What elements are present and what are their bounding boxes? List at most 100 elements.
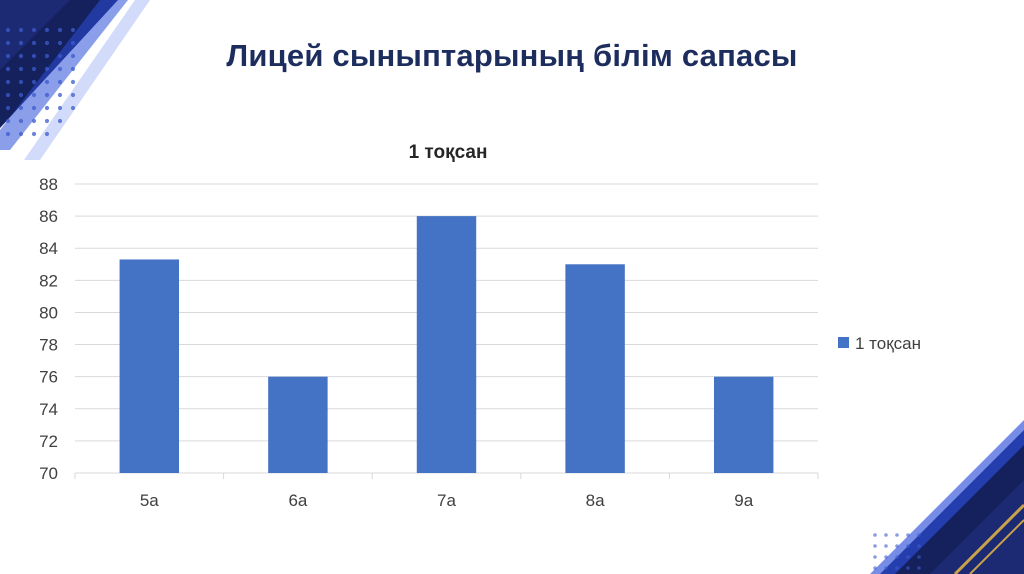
decoration-dot: [884, 533, 888, 537]
decoration-dot: [18, 53, 24, 59]
decoration-dot: [31, 40, 37, 46]
decoration-dot: [873, 555, 877, 559]
decoration-dot: [31, 27, 37, 33]
bar-6а: [268, 376, 328, 473]
legend: 1 тоқсан: [838, 334, 921, 353]
bar-8а: [565, 264, 625, 473]
slide-title: Лицей сыныптарының білім сапасы: [226, 38, 798, 73]
decoration-dot: [895, 566, 899, 570]
y-tick-label: 72: [39, 432, 58, 451]
decoration-dot: [70, 27, 76, 33]
decoration-dot: [18, 118, 24, 124]
decoration-dot: [57, 66, 63, 72]
decoration-dot: [18, 105, 24, 111]
decoration-dot: [5, 118, 11, 124]
decoration-dot: [917, 533, 921, 537]
decoration-dot: [917, 555, 921, 559]
decoration-dot: [57, 118, 63, 124]
y-tick-label: 82: [39, 271, 58, 290]
decoration-dot: [70, 105, 76, 111]
y-tick-label: 88: [39, 175, 58, 194]
decoration-dot: [18, 131, 24, 137]
decoration-dot: [873, 566, 877, 570]
x-tick-label: 5а: [140, 491, 159, 510]
y-tick-label: 84: [39, 239, 58, 258]
decoration-dot: [5, 66, 11, 72]
y-tick-label: 86: [39, 207, 58, 226]
decoration-dot: [44, 131, 50, 137]
legend-swatch: [838, 337, 849, 348]
decoration-dot: [895, 533, 899, 537]
decoration-dot: [18, 92, 24, 98]
decoration-dot: [5, 92, 11, 98]
decoration-dot: [31, 53, 37, 59]
decoration-dot: [5, 27, 11, 33]
x-tick-label: 7а: [437, 491, 456, 510]
decoration-dot: [884, 544, 888, 548]
decoration-dot: [57, 79, 63, 85]
y-tick-label: 74: [39, 400, 58, 419]
decoration-dot: [70, 53, 76, 59]
decoration-dot: [917, 566, 921, 570]
bars: [119, 216, 774, 473]
decoration-dot: [18, 40, 24, 46]
decoration-dot: [70, 79, 76, 85]
decoration-dot: [895, 555, 899, 559]
decoration-dot: [873, 544, 877, 548]
decoration-dot: [906, 566, 910, 570]
decoration-dot: [906, 544, 910, 548]
y-tick-label: 70: [39, 464, 58, 483]
decoration-dot: [31, 105, 37, 111]
decoration-dot: [44, 92, 50, 98]
decoration-dot: [917, 544, 921, 548]
decoration-dot: [5, 53, 11, 59]
decoration-dot: [57, 105, 63, 111]
bar-5а: [119, 259, 180, 473]
decoration-dot: [873, 533, 877, 537]
decoration-dot: [18, 66, 24, 72]
decoration-dot: [31, 66, 37, 72]
y-tick-label: 78: [39, 336, 58, 355]
x-tick-label: 8а: [586, 491, 605, 510]
bottom-right-decoration: [870, 420, 1024, 574]
decoration-dot: [31, 79, 37, 85]
x-axis-ticks: 5а 6а 7а 8а 9а: [74, 473, 819, 510]
decoration-dot: [44, 66, 50, 72]
top-left-decoration: [0, 0, 150, 160]
decoration-dot: [895, 544, 899, 548]
decoration-dot: [44, 40, 50, 46]
decoration-dot: [44, 53, 50, 59]
decoration-dot: [57, 40, 63, 46]
decoration-dot: [5, 79, 11, 85]
decoration-dot: [70, 66, 76, 72]
decoration-dot: [5, 105, 11, 111]
x-tick-label: 9а: [734, 491, 753, 510]
decoration-dot: [44, 118, 50, 124]
decoration-dot: [906, 533, 910, 537]
bar-9а: [713, 376, 774, 473]
bar-7а: [416, 216, 477, 473]
decoration-dot: [5, 40, 11, 46]
decoration-dot: [44, 27, 50, 33]
decoration-dot: [44, 105, 50, 111]
decoration-dot: [906, 555, 910, 559]
gridlines: [75, 183, 818, 474]
decoration-dot: [57, 53, 63, 59]
decoration-dot: [70, 92, 76, 98]
decoration-dot: [884, 566, 888, 570]
legend-label: 1 тоқсан: [855, 334, 921, 353]
y-tick-label: 80: [39, 303, 58, 322]
decoration-dot: [31, 131, 37, 137]
decoration-dot: [18, 27, 24, 33]
decoration-dot: [44, 79, 50, 85]
decoration-dot: [57, 27, 63, 33]
decoration-dot: [31, 92, 37, 98]
y-axis-ticks: 70 72 74 76 78 80 82 84 86 88: [39, 175, 58, 483]
decoration-dot: [884, 555, 888, 559]
decoration-dot: [31, 118, 37, 124]
decoration-dot: [70, 40, 76, 46]
y-tick-label: 76: [39, 368, 58, 387]
